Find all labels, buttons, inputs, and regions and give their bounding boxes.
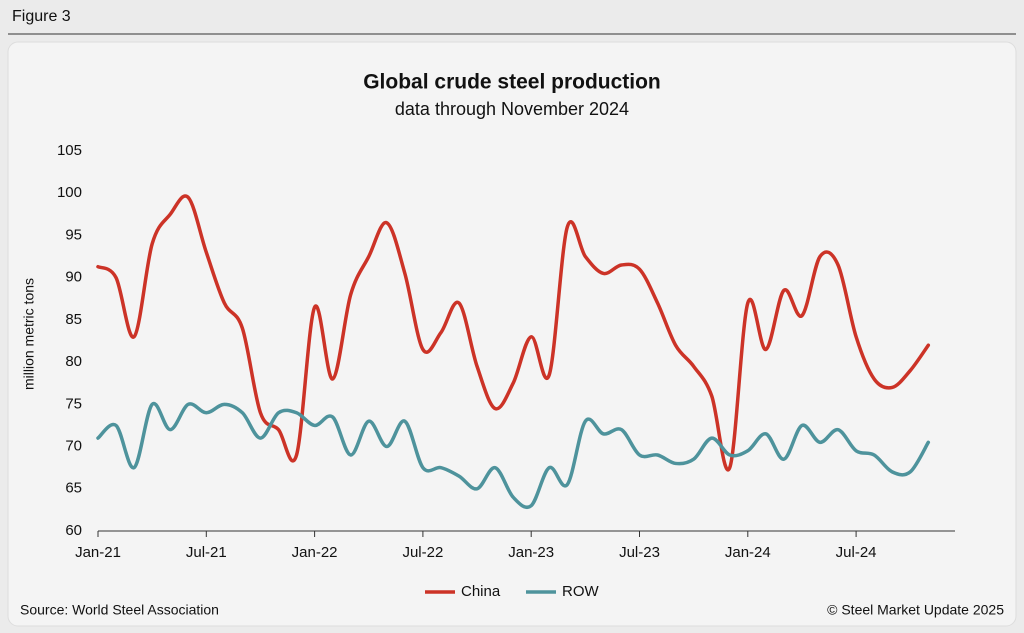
y-tick-label: 75 (65, 395, 82, 412)
source: Source: World Steel Association (20, 602, 219, 618)
y-tick-label: 65 (65, 480, 82, 497)
legend-label: China (461, 583, 501, 600)
y-axis-label: million metric tons (21, 278, 37, 390)
x-tick-label: Jul-23 (619, 544, 660, 561)
chart-subtitle: data through November 2024 (395, 99, 629, 119)
x-tick-label: Jan-22 (292, 544, 338, 561)
y-tick-label: 85 (65, 311, 82, 328)
y-tick-label: 90 (65, 269, 82, 286)
figure-label: Figure 3 (12, 8, 71, 25)
y-tick-label: 60 (65, 522, 82, 539)
series-line (96, 194, 931, 472)
x-tick-label: Jul-21 (186, 544, 227, 561)
y-tick-label: 80 (65, 353, 82, 370)
series-line (96, 401, 931, 510)
legend-label: ROW (562, 583, 600, 600)
y-tick-label: 70 (65, 438, 82, 455)
x-tick-label: Jan-24 (725, 544, 771, 561)
x-tick-label: Jan-23 (508, 544, 554, 561)
y-tick-label: 105 (57, 142, 82, 159)
x-tick-label: Jan-21 (75, 544, 121, 561)
y-tick-label: 100 (57, 184, 82, 201)
chart-panel (7, 41, 1017, 627)
x-tick-label: Jul-24 (836, 544, 877, 561)
copyright: © Steel Market Update 2025 (827, 602, 1004, 618)
y-tick-label: 95 (65, 226, 82, 243)
x-tick-label: Jul-22 (402, 544, 443, 561)
chart-title: Global crude steel production (363, 71, 661, 94)
